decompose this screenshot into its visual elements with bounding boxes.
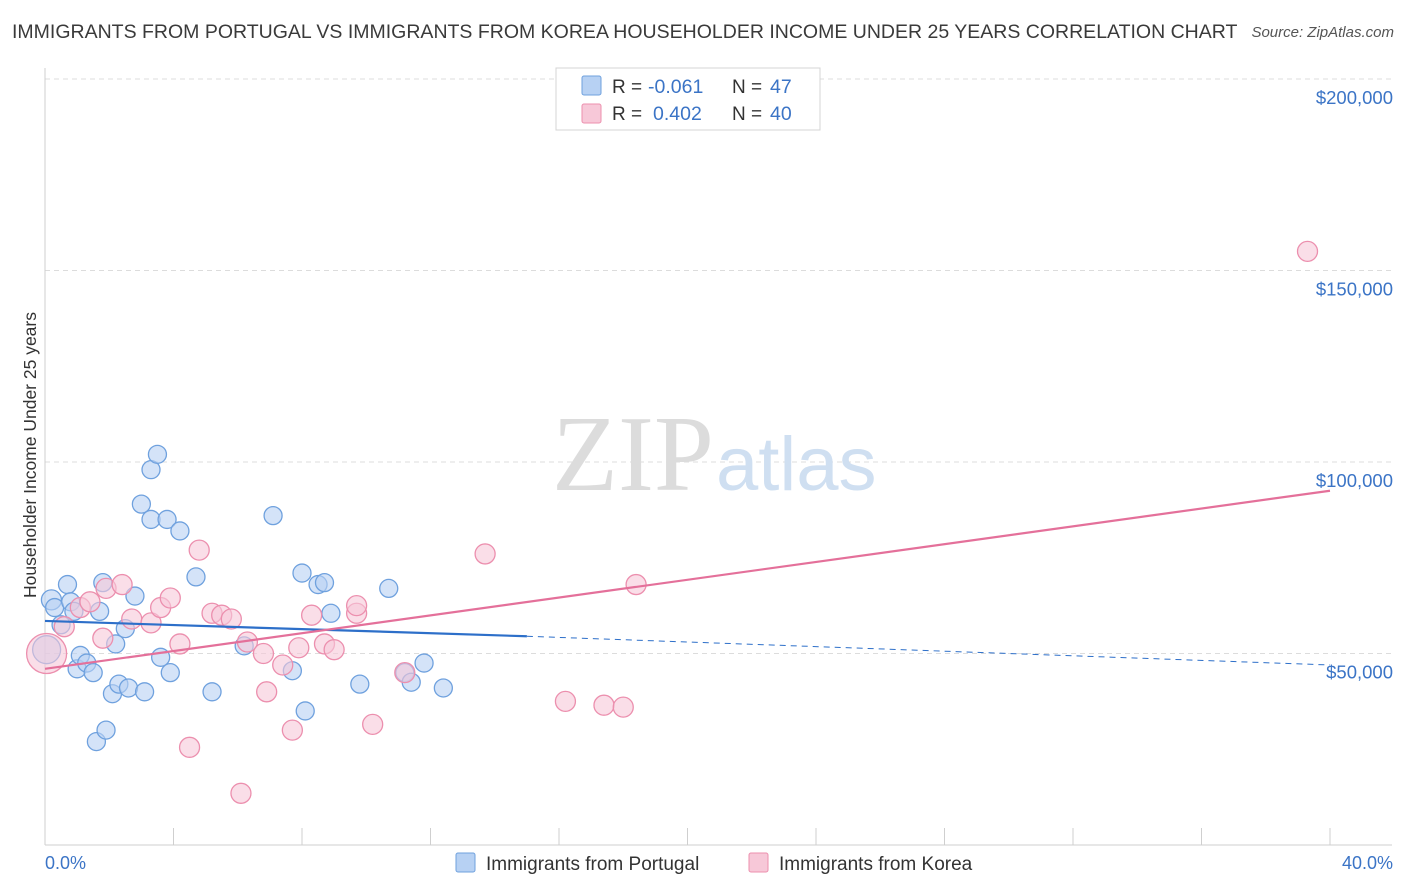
trend-lines [44,489,1331,670]
point-korea-31 [474,543,496,565]
point-portugal-10 [83,663,103,683]
gridlines [45,78,1395,654]
point-portugal-36 [295,701,315,721]
trend-line-portugal [44,619,527,638]
point-korea-10 [159,587,181,609]
point-portugal-31 [202,682,222,702]
point-korea-33 [593,694,615,716]
trend-line-portugal-extension [526,635,1331,666]
stats-r-value-korea: 0.402 [653,103,702,125]
point-portugal-41 [379,578,399,599]
watermark-zip: ZIP [552,395,714,514]
point-portugal-30 [186,567,206,587]
stats-box: R = -0.061 N = 47 R = 0.402 N = 40 [555,67,821,131]
data-points [25,240,1319,804]
point-portugal-4 [57,574,78,595]
stats-n-value-portugal: 47 [770,76,792,98]
point-korea-24 [300,604,323,626]
point-korea-36 [1296,240,1319,263]
point-korea-6 [111,573,133,596]
source-note: Source: ZipAtlas.com [1251,24,1394,41]
point-portugal-22 [134,682,155,702]
point-korea-22 [281,719,304,741]
stats-r-value-portugal: -0.061 [648,76,703,98]
legend-swatch-korea [748,852,769,873]
point-korea-26 [323,639,345,661]
point-portugal-29 [170,521,190,541]
legend: Immigrants from Portugal Immigrants from… [455,852,973,875]
y-tick-label-2: $150,000 [1316,279,1393,300]
point-korea-20 [256,681,278,703]
point-korea-23 [288,637,310,659]
point-portugal-44 [414,653,434,673]
point-korea-17 [230,782,252,804]
point-portugal-40 [350,674,370,694]
watermark-atlas: atlas [716,422,877,507]
x-axis-labels: 0.0% 40.0% [45,853,1393,873]
legend-label-korea: Immigrants from Korea [779,854,973,875]
point-portugal-45 [433,678,454,698]
point-portugal-2 [44,597,65,618]
watermark: ZIP atlas [552,395,877,514]
point-portugal-21 [131,494,152,514]
point-portugal-25 [147,444,168,464]
point-korea-12 [178,736,201,758]
point-korea-32 [554,690,577,713]
point-korea-35 [625,573,647,596]
point-korea-28 [345,594,368,617]
point-korea-3 [79,591,101,613]
trend-line-korea [44,489,1331,670]
point-portugal-28 [160,663,180,683]
point-portugal-39 [321,603,341,623]
legend-swatch-portugal [455,852,476,873]
point-portugal-38 [314,572,335,593]
point-korea-13 [188,539,210,561]
stats-n-value-korea: 40 [770,103,792,125]
x-tick-label-0: 0.0% [45,853,86,873]
point-korea-21 [272,654,294,676]
point-korea-8 [140,612,162,634]
y-tick-label-1: $100,000 [1316,470,1393,491]
chart-title: IMMIGRANTS FROM PORTUGAL VS IMMIGRANTS F… [12,21,1238,43]
point-portugal-23 [141,509,161,530]
point-portugal-33 [263,505,283,526]
point-korea-16 [220,608,242,630]
legend-label-portugal: Immigrants from Portugal [486,854,699,875]
point-korea-19 [252,642,275,665]
point-portugal-14 [96,720,116,740]
point-korea-7 [121,608,143,630]
stats-n-label-portugal: N = [732,77,762,98]
x-tick-label-1: 40.0% [1342,853,1393,873]
y-axis-title: Householder Income Under 25 years [20,312,40,598]
stats-swatch-portugal [581,75,602,96]
point-portugal-27 [157,509,177,530]
stats-n-label-korea: N = [732,104,762,125]
y-tick-label-3: $200,000 [1316,87,1393,108]
point-korea-30 [394,662,416,684]
point-portugal-20 [125,586,145,606]
point-korea-29 [362,713,384,736]
y-tick-label-0: $50,000 [1326,662,1393,683]
stats-r-label-korea: R = [612,104,642,125]
stats-r-label-portugal: R = [612,77,642,98]
axes [44,68,1392,846]
point-portugal-19 [118,678,139,698]
stats-swatch-korea [581,103,602,124]
point-portugal-35 [292,563,312,583]
point-korea-0 [25,632,68,675]
point-korea-1 [53,616,75,638]
point-korea-4 [92,627,114,649]
y-axis-labels: $50,000 $100,000 $150,000 $200,000 [1316,87,1393,683]
point-korea-34 [612,696,634,718]
